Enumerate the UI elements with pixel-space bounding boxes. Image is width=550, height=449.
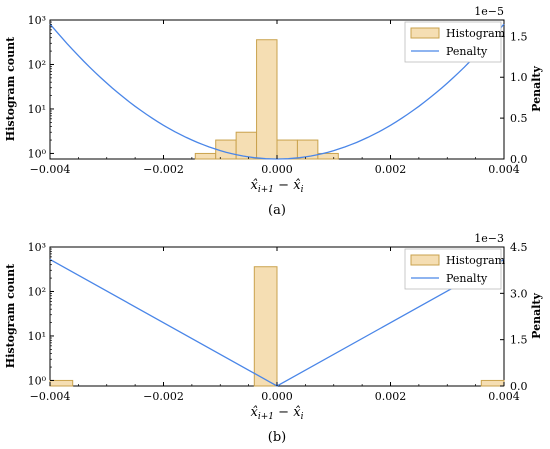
histogram-bars: [49, 266, 505, 387]
x-axis-label: x̂i+1 − x̂i: [251, 178, 304, 195]
y-axis-label-left: Histogram count: [4, 36, 17, 141]
y-tick-label-right: 0.5: [510, 112, 528, 125]
legend-label-penalty: Penalty: [446, 45, 488, 58]
histogram-bar: [49, 379, 74, 387]
x-ticks: −0.004 −0.002 0.000 0.002 0.004: [30, 20, 520, 176]
legend-swatch-histogram: [410, 254, 440, 266]
histogram-bar: [194, 152, 217, 160]
y-tick-label-left: 10³: [28, 14, 46, 27]
y-axis-label-right: Penalty: [530, 66, 543, 112]
x-ticks: −0.004 −0.002 0.000 0.002 0.004: [30, 247, 520, 403]
y-tick-label-right: 0.0: [510, 380, 528, 393]
histogram-bar: [480, 379, 505, 387]
x-tick-label: 0.000: [261, 163, 293, 176]
panel-b: −0.004 −0.002 0.000 0.002 0.004 10⁰ 10¹ 10² 10³…: [4, 232, 543, 445]
right-axis-multiplier: 1e−3: [474, 232, 504, 245]
y-tick-label-left: 10²: [28, 58, 46, 71]
legend: Histogram Penalty: [404, 21, 506, 63]
y-tick-label-left: 10⁰: [28, 374, 47, 387]
y-ticks-left: 10⁰ 10¹ 10² 10³: [28, 241, 54, 387]
histogram-bar: [256, 39, 278, 160]
histogram-bar: [296, 139, 319, 160]
x-tick-label: 0.000: [261, 390, 293, 403]
panel-label-b: (b): [268, 430, 286, 445]
y-tick-label-right: 3.0: [510, 287, 528, 300]
y-tick-label-left: 10³: [28, 241, 46, 254]
histogram-bar: [253, 266, 278, 387]
x-tick-label: −0.004: [30, 163, 71, 176]
y-tick-label-right: 1.5: [510, 30, 528, 43]
x-tick-label: 0.002: [375, 163, 407, 176]
x-tick-label: −0.004: [30, 390, 71, 403]
legend: Histogram Penalty: [404, 248, 506, 290]
panel-a: −0.004 −0.002 0.000 0.002 0.004 10⁰ 10¹ 10² 10³…: [4, 5, 543, 218]
histogram-bar: [276, 139, 298, 160]
x-tick-label: 0.004: [488, 390, 520, 403]
y-ticks-right: 0.0 1.5 3.0 4.5: [500, 241, 528, 393]
y-tick-label-left: 10²: [28, 285, 46, 298]
y-tick-label-right: 1.5: [510, 334, 528, 347]
y-axis-label-left: Histogram count: [4, 263, 17, 368]
x-tick-label: 0.002: [375, 390, 407, 403]
legend-label-histogram: Histogram: [446, 27, 506, 40]
right-axis-multiplier: 1e−5: [474, 5, 504, 18]
x-axis-label: x̂i+1 − x̂i: [251, 405, 304, 422]
y-tick-label-left: 10⁰: [28, 147, 47, 160]
y-tick-label-left: 10¹: [28, 330, 46, 343]
y-tick-label-left: 10¹: [28, 103, 46, 116]
x-tick-label: −0.002: [143, 390, 184, 403]
x-tick-label: 0.004: [488, 163, 520, 176]
x-tick-label: −0.002: [143, 163, 184, 176]
histogram-bar: [317, 152, 339, 160]
legend-label-histogram: Histogram: [446, 254, 506, 267]
legend-label-penalty: Penalty: [446, 272, 488, 285]
panel-label-a: (a): [268, 203, 286, 218]
y-tick-label-right: 4.5: [510, 241, 528, 254]
y-ticks-left: 10⁰ 10¹ 10² 10³: [28, 14, 54, 160]
legend-swatch-histogram: [410, 27, 440, 39]
y-tick-label-right: 1.0: [510, 71, 528, 84]
y-axis-label-right: Penalty: [530, 293, 543, 339]
y-ticks-right: 0.0 0.5 1.0 1.5: [500, 30, 528, 166]
histogram-bars: [194, 39, 339, 160]
y-tick-label-right: 0.0: [510, 153, 528, 166]
